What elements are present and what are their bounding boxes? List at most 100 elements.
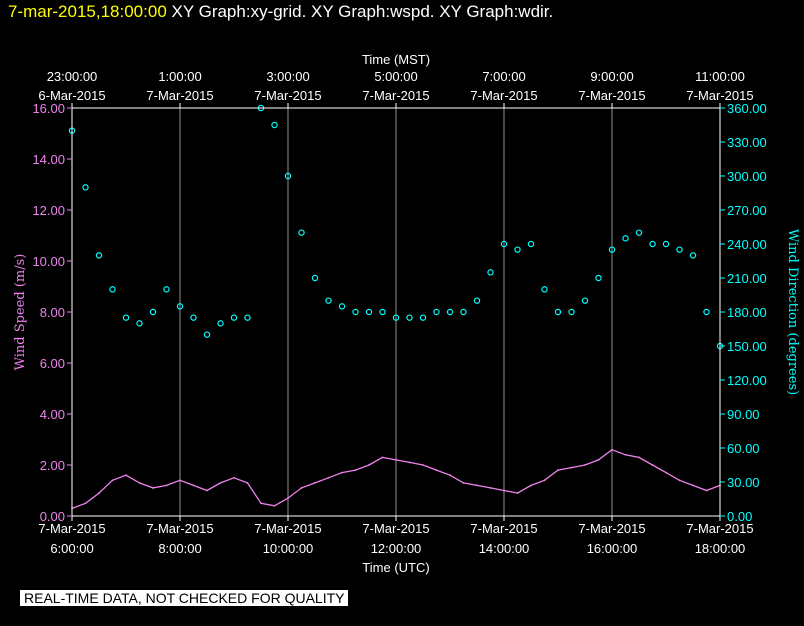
wdir-marker <box>109 286 116 293</box>
wspd-point <box>516 492 519 494</box>
bottom-tick-time: 8:00:00 <box>158 541 201 556</box>
bottom-tick-date: 7-Mar-2015 <box>686 521 753 536</box>
wspd-point <box>341 471 343 474</box>
wspd-point <box>557 469 559 471</box>
wdir-marker <box>622 235 629 242</box>
top-tick-date: 7-Mar-2015 <box>362 88 429 103</box>
bottom-tick-time: 12:00:00 <box>371 541 422 556</box>
top-tick-date: 7-Mar-2015 <box>470 88 537 103</box>
right-tick-label: 30.00 <box>727 475 760 490</box>
right-tick-label: 0.00 <box>727 509 752 524</box>
wdir-marker <box>676 246 683 253</box>
bottom-tick-time: 18:00:00 <box>695 541 746 556</box>
bottom-tick-time: 14:00:00 <box>479 541 530 556</box>
data-area <box>68 104 724 510</box>
left-tick-label: 4.00 <box>40 407 65 422</box>
wspd-point <box>152 487 154 489</box>
bottom-tick-time: 10:00:00 <box>263 541 314 556</box>
top-tick-date: 7-Mar-2015 <box>146 88 213 103</box>
wspd-point <box>489 487 492 489</box>
wdir-marker <box>298 229 305 236</box>
axes: 7-Mar-2015 6:00:00 7-Mar-2015 8:00:00 7-Mar-… <box>32 69 766 556</box>
wdir-marker <box>149 308 157 316</box>
wspd-point <box>165 484 168 487</box>
wspd-point <box>570 466 573 469</box>
wdir-marker <box>500 240 508 248</box>
wdir-marker <box>217 320 224 327</box>
wspd-point <box>678 479 681 482</box>
wdir-marker <box>82 184 89 191</box>
left-tick-label: 16.00 <box>32 101 65 116</box>
right-tick-label: 120.00 <box>727 373 767 388</box>
wspd-point <box>543 479 546 482</box>
wdir-marker <box>662 240 670 248</box>
wspd-point <box>462 481 465 484</box>
top-tick-time: 11:00:00 <box>695 69 745 84</box>
bottom-tick-time: 16:00:00 <box>587 541 638 556</box>
wspd-point <box>611 448 613 451</box>
wspd-point <box>125 474 127 477</box>
top-tick-time: 7:00:00 <box>482 69 525 84</box>
wdir-marker <box>190 314 197 321</box>
wspd-point <box>449 474 451 477</box>
right-tick-label: 180.00 <box>727 305 767 320</box>
wdir-marker <box>487 269 494 276</box>
wspd-point <box>260 502 262 505</box>
right-tick-label: 240.00 <box>727 237 767 252</box>
left-tick-label: 12.00 <box>32 203 65 218</box>
wspd-point <box>651 464 654 466</box>
wspd-point <box>84 502 87 505</box>
quality-notice: REAL-TIME DATA, NOT CHECKED FOR QUALITY <box>20 590 349 606</box>
wspd-point <box>381 456 384 459</box>
wdir-marker <box>527 240 535 248</box>
wdir-marker <box>136 320 143 327</box>
wdir-marker <box>473 297 481 304</box>
wdir-marker <box>703 308 710 316</box>
left-tick-label: 14.00 <box>32 152 65 167</box>
wdir-marker <box>581 297 589 304</box>
wdir-marker <box>163 286 170 293</box>
left-tick-label: 2.00 <box>40 458 65 473</box>
top-tick-time: 1:00:00 <box>158 69 201 84</box>
wdir-marker <box>514 246 521 253</box>
right-tick-label: 270.00 <box>727 203 767 218</box>
wspd-point <box>584 464 586 466</box>
bottom-tick-date: 7-Mar-2015 <box>146 521 213 536</box>
wdir-marker <box>176 303 184 310</box>
wdir-marker <box>379 308 386 316</box>
left-tick-label: 10.00 <box>32 254 65 269</box>
wspd-point <box>111 479 114 482</box>
wdir-marker <box>95 252 103 259</box>
bottom-tick-date: 7-Mar-2015 <box>578 521 645 536</box>
right-tick-label: 90.00 <box>727 407 760 422</box>
right-tick-label: 150.00 <box>727 339 767 354</box>
wdir-marker <box>230 314 238 321</box>
wdir-marker <box>365 308 373 316</box>
wspd-point <box>287 497 289 500</box>
wspd-point <box>354 469 357 471</box>
wspd-point <box>98 492 100 494</box>
left-tick-label: 6.00 <box>40 356 65 371</box>
chart-header: 7-mar-2015,18:00:00 XY Graph:xy-grid. XY… <box>8 2 553 22</box>
left-tick-label: 0.00 <box>40 509 65 524</box>
bottom-tick-date: 7-Mar-2015 <box>362 521 429 536</box>
wspd-point <box>665 471 667 474</box>
right-tick-label: 300.00 <box>727 169 767 184</box>
right-axis-label: Wind Direction (degrees) <box>785 229 800 395</box>
wspd-point <box>246 481 249 484</box>
top-tick-date: 7-Mar-2015 <box>578 88 645 103</box>
wspd-point <box>192 484 195 487</box>
wspd-point <box>476 484 478 487</box>
wspd-point <box>692 484 694 487</box>
wspd-point <box>638 456 640 459</box>
wspd-point <box>624 453 627 456</box>
bottom-tick-date: 7-Mar-2015 <box>470 521 537 536</box>
wdir-marker <box>649 240 656 248</box>
wdir-marker <box>554 308 562 316</box>
wspd-point <box>206 489 208 492</box>
wdir-marker <box>595 274 602 282</box>
top-tick-date: 6-Mar-2015 <box>38 88 105 103</box>
wdir-marker <box>122 314 130 321</box>
wdir-marker <box>568 308 575 316</box>
